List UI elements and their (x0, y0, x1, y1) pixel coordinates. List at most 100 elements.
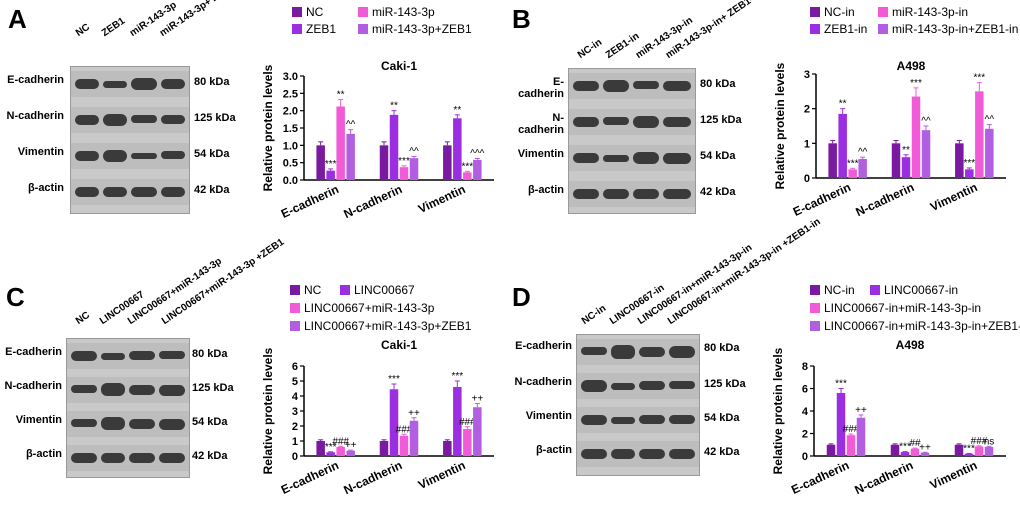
kda-label: 80 kDa (700, 78, 736, 90)
significance-label: *** (910, 78, 922, 89)
lane-label: NC-in (575, 36, 605, 61)
blot-row-label: Vimentin (517, 148, 564, 160)
significance-label: ### (332, 436, 349, 447)
bar (453, 118, 462, 180)
western-blot (70, 66, 190, 214)
blot-row-e-cadherin (71, 71, 189, 97)
blot-row-e-cadherin (569, 73, 695, 99)
legend-label: miR-143-3p (372, 5, 435, 19)
panel-letter: D (512, 282, 531, 312)
bar (443, 441, 452, 456)
panel-c: C NC LINC00667 LINC00667+miR-143-3p LINC… (0, 237, 510, 508)
panel-a: A NC ZEB1 miR-143-3p miR-143-3p+ ZEB1 E-… (0, 0, 510, 254)
x-tick-label: E-cadherin (279, 458, 341, 497)
significance-label: ^^ (921, 116, 931, 127)
bar (316, 441, 325, 456)
legend-swatch (290, 303, 300, 313)
blot-row-b-actin (71, 179, 189, 205)
lane-label: NC-in (579, 302, 609, 327)
legend-swatch (810, 24, 820, 34)
significance-label: ++ (345, 440, 357, 451)
kda-label: 42 kDa (194, 184, 230, 196)
x-tick-label: Vimentin (928, 458, 980, 492)
blot-row-vimentin (577, 407, 699, 433)
blot-row-label: E-cadherin (515, 340, 572, 352)
significance-label: ^^ (985, 115, 995, 126)
bar (920, 452, 930, 456)
significance-label: *** (325, 159, 337, 170)
blot-row-vimentin (569, 145, 695, 171)
bar (379, 145, 389, 180)
bar (389, 114, 399, 180)
bar (891, 143, 901, 178)
blot-row-label: N-cadherin (514, 376, 572, 388)
x-tick-label: Vimentin (416, 458, 468, 492)
bar (326, 452, 335, 456)
legend-swatch (290, 285, 300, 295)
bar (443, 145, 452, 180)
bar (409, 420, 419, 456)
bar (336, 447, 345, 456)
y-tick-label: 0 (804, 173, 810, 185)
significance-label: ^^ (858, 147, 868, 158)
blot-row-label: E-cadherin (7, 74, 64, 86)
x-tick-label: Vimentin (416, 182, 468, 216)
panel-b: B NC-in ZEB1-in miR-143-3p-in miR-143-3p… (510, 0, 1020, 254)
significance-label: ### (459, 417, 476, 428)
blot-row-n-cadherin (569, 109, 695, 135)
bar (389, 389, 399, 456)
y-axis-label: Relative protein levels (773, 62, 787, 189)
bar (473, 407, 482, 456)
bar (836, 393, 846, 456)
kda-label: 80 kDa (192, 348, 228, 360)
y-axis-label: Relative protein levels (771, 347, 785, 474)
kda-label: 80 kDa (704, 342, 740, 354)
significance-label: ** (453, 105, 461, 116)
bar (399, 435, 409, 456)
y-tick-label: 3.0 (283, 71, 298, 83)
western-blot (576, 334, 700, 476)
legend-swatch (290, 321, 300, 331)
legend-swatch (292, 7, 302, 17)
legend-label: LINC00667 (354, 283, 415, 297)
bar (974, 446, 984, 456)
blot-row-n-cadherin (67, 377, 189, 403)
legend-swatch (810, 303, 820, 313)
significance-label: ^^ (409, 146, 419, 157)
panel-letter: B (512, 4, 531, 34)
blot-row-label: N-cadherin (4, 380, 62, 392)
y-tick-label: 1 (292, 436, 298, 448)
significance-label: ### (971, 436, 988, 447)
legend-label: ZEB1-in (824, 22, 867, 36)
y-tick-label: 3 (804, 69, 810, 81)
legend-swatch (810, 285, 820, 295)
bar (473, 159, 482, 180)
x-tick-label: N-cadherin (342, 182, 405, 221)
y-tick-label: 1.5 (283, 123, 298, 135)
blot-row-label: Vimentin (525, 410, 572, 422)
bar (826, 444, 836, 456)
blot-row-label: E-cadherin (5, 346, 62, 358)
blot-row-label: N-cadherin (6, 110, 64, 122)
kda-label: 80 kDa (194, 76, 230, 88)
western-blot (568, 68, 696, 214)
significance-label: *** (398, 156, 410, 167)
significance-label: *** (325, 442, 337, 453)
significance-label: *** (963, 443, 975, 454)
x-tick-label: N-cadherin (342, 458, 405, 497)
legend-swatch (340, 285, 350, 295)
legend-label: miR-143-3p-in (892, 5, 968, 19)
significance-label: *** (847, 158, 859, 169)
legend-swatch (358, 7, 368, 17)
legend-label: ZEB1 (306, 22, 336, 36)
bar (326, 170, 335, 180)
legend-label: NC-in (824, 5, 855, 19)
significance-label: ** (337, 90, 345, 101)
bar (828, 143, 837, 178)
legend-label: NC-in (824, 283, 855, 297)
bar (379, 441, 389, 456)
bar (955, 143, 964, 178)
y-tick-label: 1.0 (283, 140, 298, 152)
y-tick-label: 2 (802, 429, 808, 441)
significance-label: *** (835, 379, 847, 390)
